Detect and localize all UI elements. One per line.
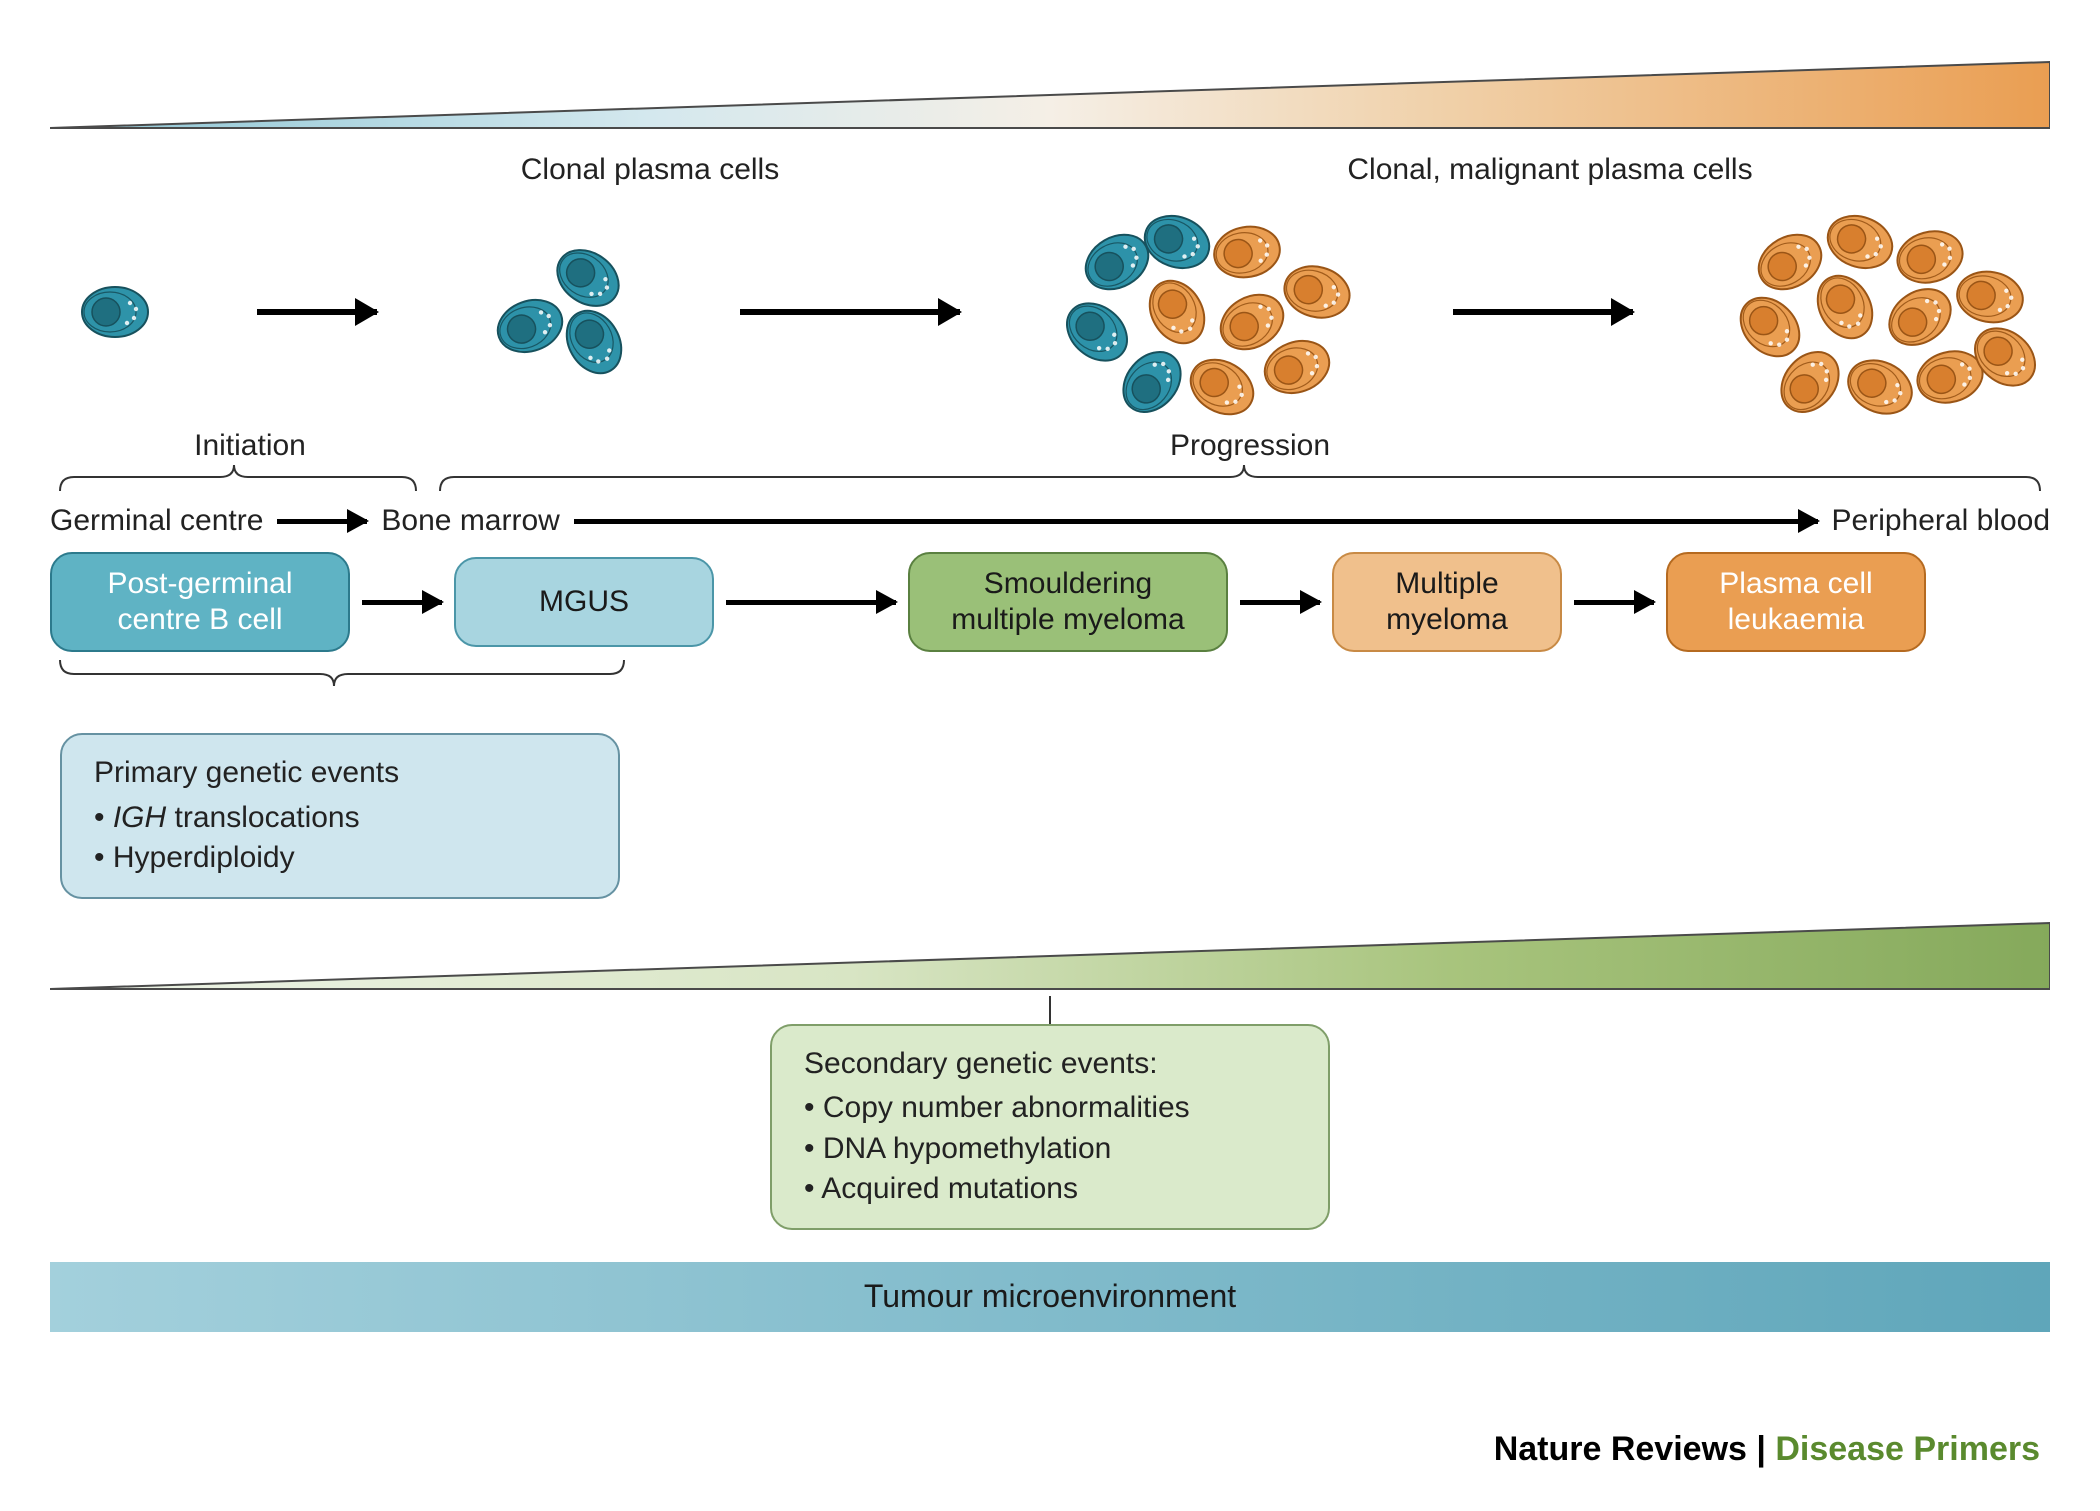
phase-labels: Initiation Progression (50, 429, 2050, 463)
arrow-icon (1453, 309, 1633, 315)
cluster-mixed (1057, 200, 1357, 425)
arrow-icon (257, 309, 377, 315)
primary-title: Primary genetic events (94, 753, 586, 794)
stage-mm: Multiplemyeloma (1332, 552, 1562, 652)
bonemarrow-label: Bone marrow (381, 504, 559, 538)
cluster-triple (473, 248, 643, 376)
arrow-icon (574, 519, 1818, 524)
top-gradient-triangle (50, 60, 2050, 130)
arrow-icon (726, 600, 896, 605)
secondary-item: Acquired mutations (804, 1169, 1296, 1210)
cluster-single (70, 278, 160, 346)
cluster-orange (1730, 200, 2030, 425)
arrow-icon (1574, 600, 1654, 605)
primary-brace (50, 658, 750, 688)
initiation-label: Initiation (50, 429, 450, 463)
connector-line (1049, 996, 1051, 1024)
series-name: Disease Primers (1775, 1430, 2040, 1468)
primary-items-list: IGH translocationsHyperdiploidy (94, 798, 586, 879)
peripheral-label: Peripheral blood (1832, 504, 2050, 538)
progression-label: Progression (450, 429, 2050, 463)
stage-boxes-row: Post-germinalcentre B cell MGUS Smoulderin… (50, 552, 2050, 652)
germinal-label: Germinal centre (50, 504, 263, 538)
mid-gradient-triangle (50, 921, 2050, 991)
attribution: Nature Reviews | Disease Primers (1494, 1430, 2040, 1469)
clonal-label: Clonal plasma cells (50, 153, 1050, 187)
stage-postgc: Post-germinalcentre B cell (50, 552, 350, 652)
location-row: Germinal centre Bone marrow Peripheral b… (50, 504, 2050, 538)
cell-type-labels: Clonal plasma cells Clonal, malignant pl… (50, 153, 2050, 187)
tumour-bar: Tumour microenvironment (50, 1262, 2050, 1332)
arrow-icon (362, 600, 442, 605)
cell-clusters-row (50, 207, 2050, 417)
arrow-icon (740, 309, 960, 315)
tumour-label: Tumour microenvironment (864, 1278, 1236, 1315)
secondary-item: DNA hypomethylation (804, 1129, 1296, 1170)
diagram-container: Clonal plasma cells Clonal, malignant pl… (50, 60, 2050, 1332)
arrow-icon (1240, 600, 1320, 605)
primary-events-box: Primary genetic events IGH translocation… (60, 733, 620, 899)
stage-pcl: Plasma cellleukaemia (1666, 552, 1926, 652)
secondary-items-list: Copy number abnormalitiesDNA hypomethyla… (804, 1088, 1296, 1210)
primary-item: IGH translocations (94, 798, 586, 839)
arrow-icon (277, 519, 367, 524)
stage-mgus: MGUS (454, 557, 714, 647)
secondary-title: Secondary genetic events: (804, 1044, 1296, 1085)
secondary-item: Copy number abnormalities (804, 1088, 1296, 1129)
journal-name: Nature Reviews (1494, 1430, 1747, 1468)
primary-item: Hyperdiploidy (94, 838, 586, 879)
malignant-label: Clonal, malignant plasma cells (1050, 153, 2050, 187)
secondary-events-box: Secondary genetic events: Copy number ab… (770, 1024, 1330, 1230)
phase-braces (50, 463, 2050, 493)
stage-smm: Smoulderingmultiple myeloma (908, 552, 1228, 652)
